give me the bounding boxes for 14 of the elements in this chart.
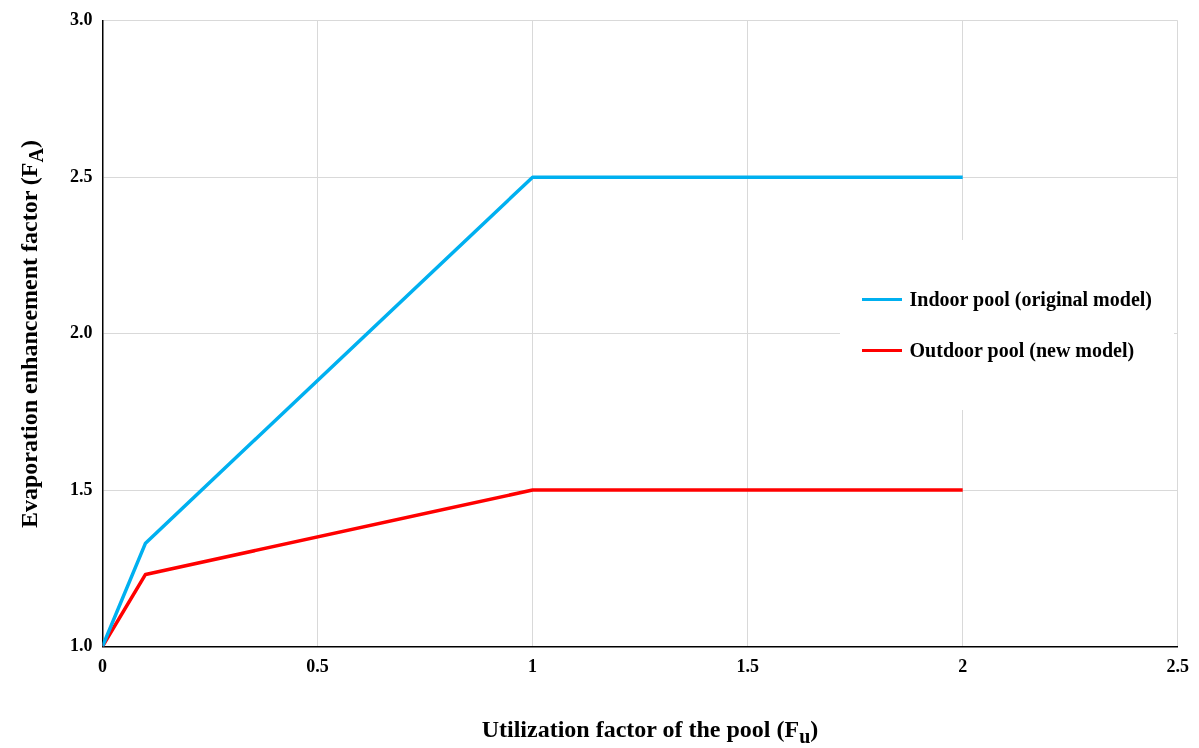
y-tick-label: 2.5	[70, 165, 93, 186]
legend-label: Outdoor pool (new model)	[909, 339, 1135, 362]
y-tick-label: 1.0	[70, 635, 93, 656]
x-tick-label: 1	[528, 655, 538, 676]
y-tick-label: 1.5	[70, 478, 93, 499]
x-tick-label: 0	[98, 655, 107, 676]
legend-label: Indoor pool (original model)	[909, 288, 1152, 311]
y-tick-label: 3.0	[70, 9, 93, 30]
x-tick-label: 0.5	[306, 655, 329, 676]
x-axis-title: Utilization factor of the pool (F$_{u}$)	[480, 716, 820, 748]
x-tick-label: 2.5	[1166, 655, 1189, 676]
x-tick-label: 2	[958, 655, 968, 676]
x-tick-label: 1.5	[736, 655, 759, 676]
y-tick-label: 2.0	[70, 322, 93, 343]
